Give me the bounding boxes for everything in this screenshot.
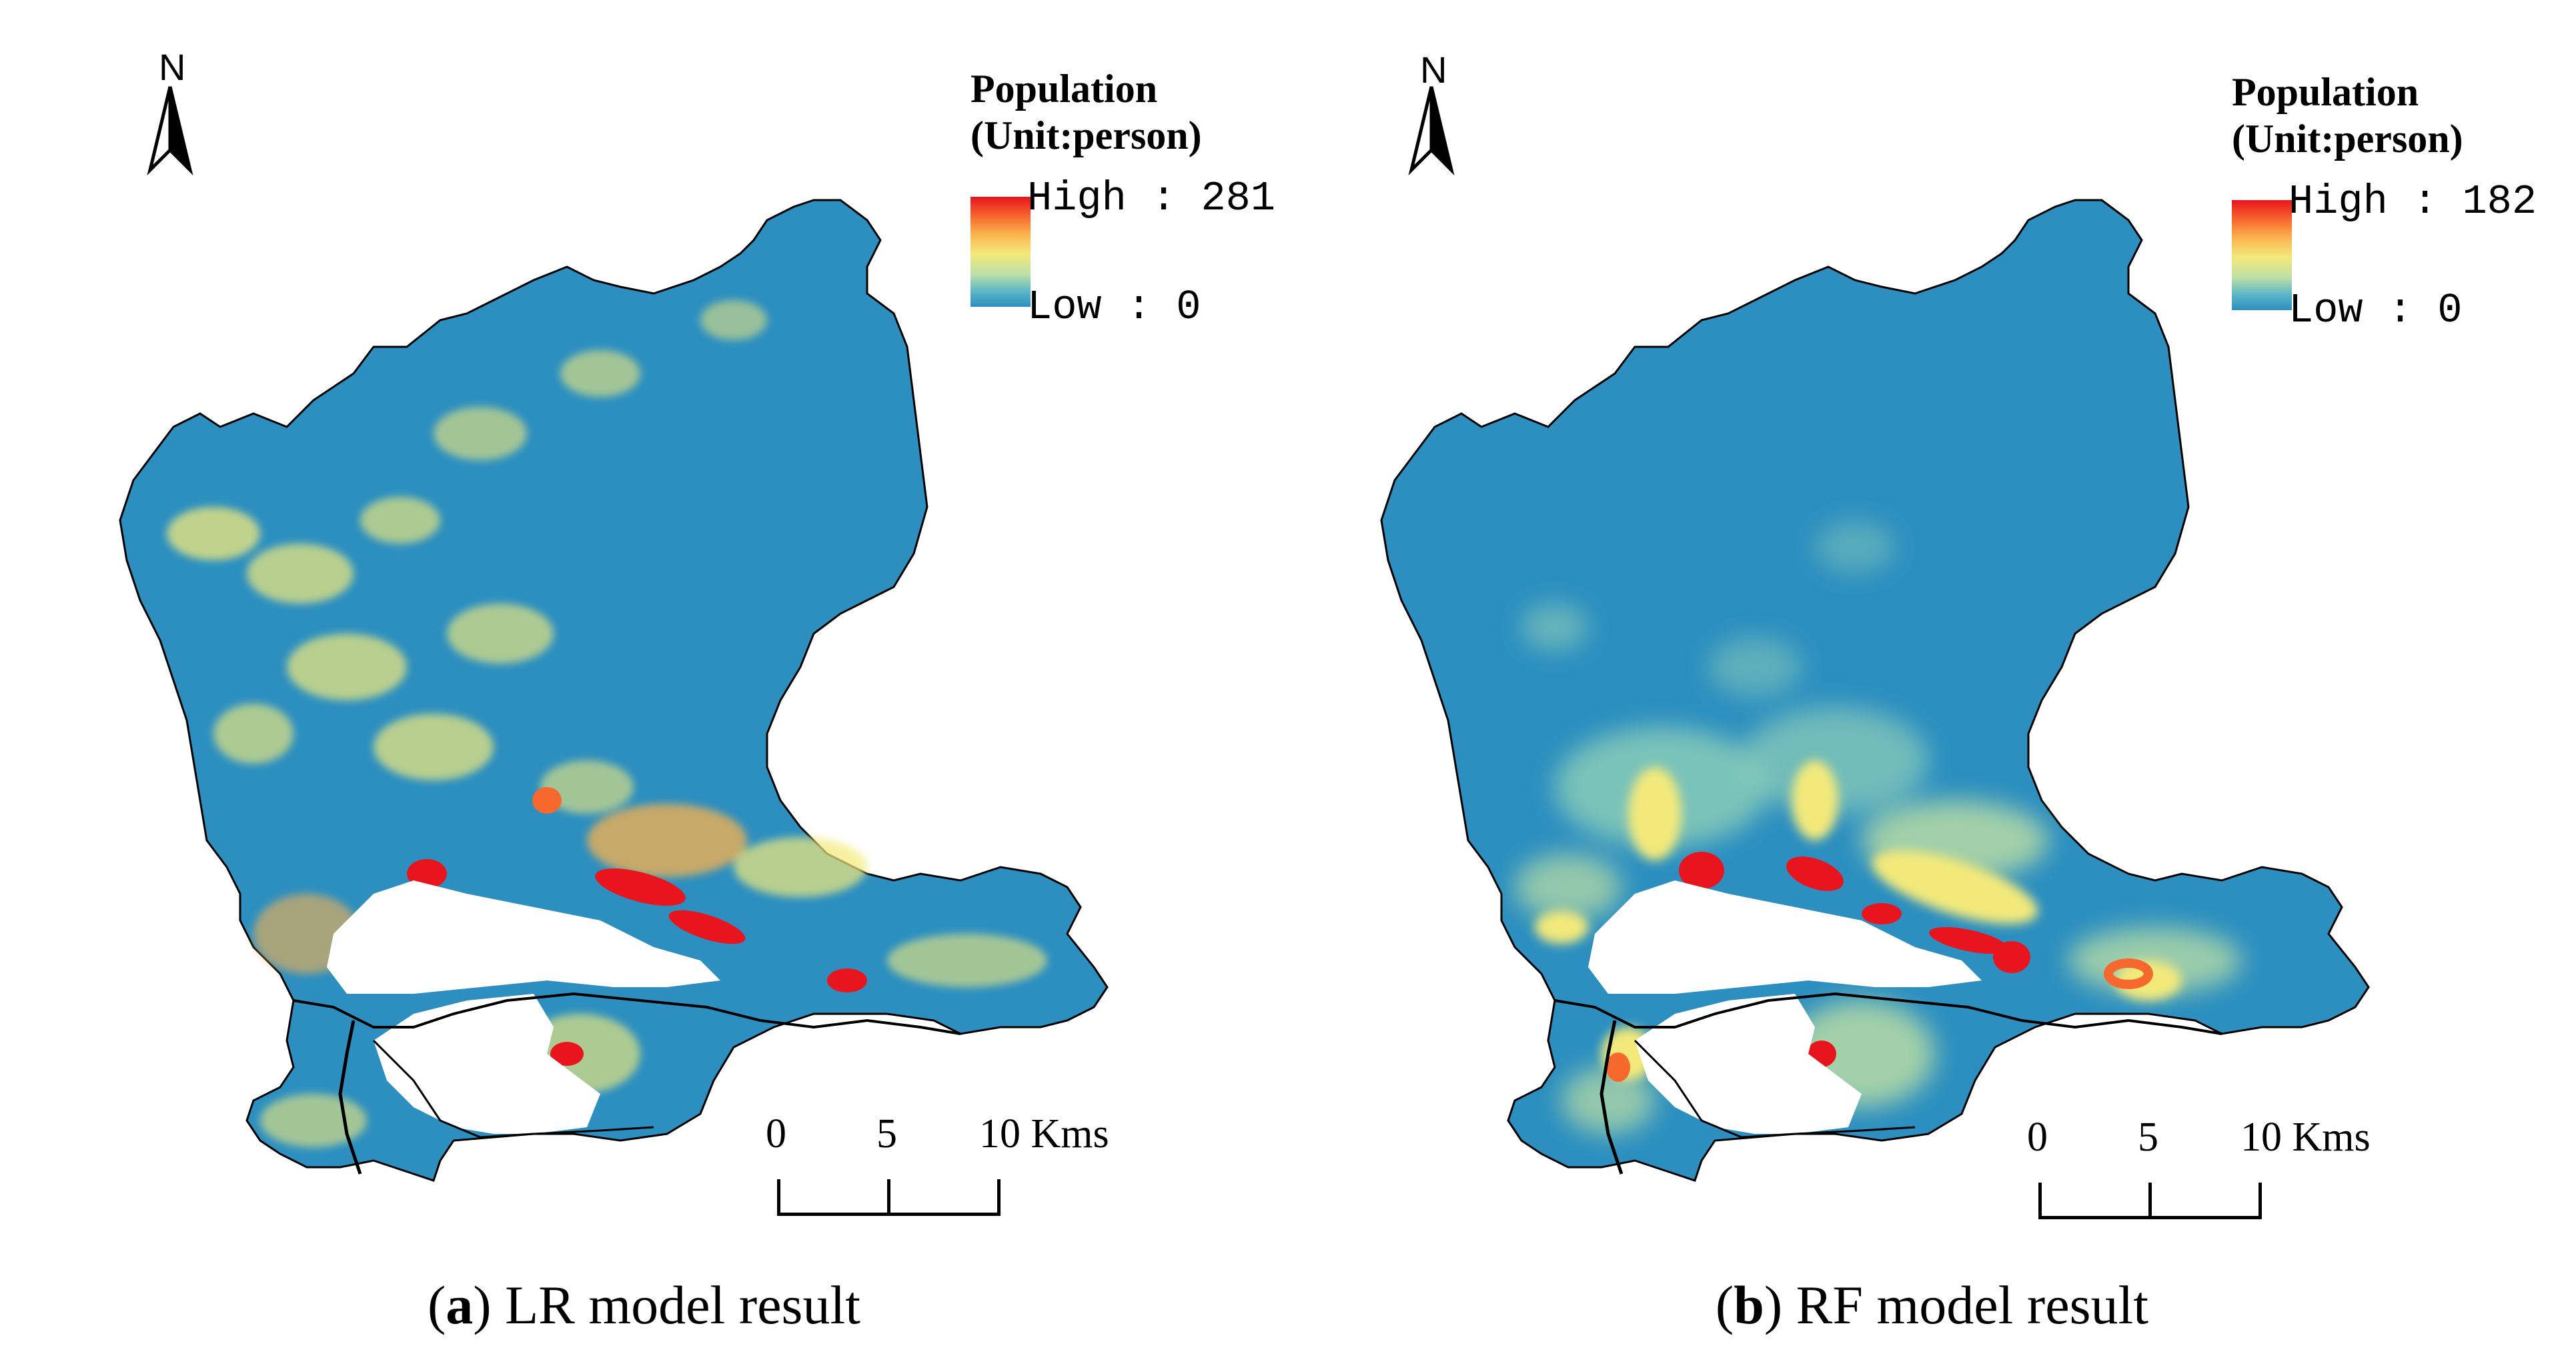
legend-high-label: High : 182 [2289, 178, 2537, 225]
caption-text: LR model result [491, 1275, 861, 1335]
no-data-area [1588, 880, 1982, 994]
scale-bar-mid-tick [2148, 1183, 2152, 1216]
scale-bar [777, 1179, 1001, 1216]
north-label: N [1420, 49, 1447, 91]
river-line [338, 1020, 362, 1175]
legend-title-line2: (Unit:person) [971, 113, 1202, 157]
legend-low-label: Low : 0 [2289, 287, 2463, 334]
no-data-area [1635, 994, 1862, 1134]
legend-color-ramp [2232, 200, 2292, 310]
legend-title-line1: Population [971, 67, 1158, 111]
scale-tick-5: 5 [2138, 1115, 2158, 1160]
population-density-speckle [167, 300, 1047, 1147]
scale-tick-0: 0 [766, 1111, 786, 1157]
panel-caption: (b) RF model result [1715, 1275, 2149, 1335]
river-line [293, 992, 961, 1035]
no-data-area [374, 994, 600, 1134]
caption-letter: b [1734, 1275, 1764, 1335]
scale-tick-10: 10 Kms [979, 1111, 1109, 1157]
caption-letter: a [446, 1275, 474, 1335]
scale-bar [2038, 1183, 2262, 1219]
scale-tick-10: 10 Kms [2240, 1115, 2371, 1160]
panel-caption: (a) LR model result [427, 1275, 861, 1335]
caption-text: RF model result [1782, 1275, 2149, 1335]
river-line [372, 1039, 654, 1139]
river-line [1599, 1020, 1624, 1175]
rf-population-map [1380, 86, 2370, 1182]
north-arrow-icon [147, 86, 193, 176]
legend-low-label: Low : 0 [1027, 283, 1201, 331]
population-high-hotspots [407, 787, 867, 1066]
scale-bar-mid-tick [887, 1179, 890, 1213]
legend-color-ramp [971, 197, 1031, 307]
river-line [1554, 992, 2222, 1035]
scale-tick-0: 0 [2027, 1115, 2048, 1160]
lr-population-map [119, 86, 1109, 1182]
legend-title-line2: (Unit:person) [2232, 117, 2463, 161]
north-label: N [159, 46, 186, 88]
population-density-smooth [1515, 520, 2242, 1134]
river-line [1634, 1039, 1916, 1139]
scale-tick-5: 5 [876, 1111, 897, 1157]
no-data-area [327, 880, 720, 994]
north-arrow-icon [1408, 86, 1455, 176]
legend-high-label: High : 281 [1027, 175, 1276, 222]
panel-rf-model: N Population (Unit:person) High : 182 Lo… [1288, 0, 2576, 1368]
legend-title-line1: Population [2232, 70, 2419, 114]
panel-lr-model: N Population (Unit:person) High : 281 Lo… [119, 46, 1276, 1335]
